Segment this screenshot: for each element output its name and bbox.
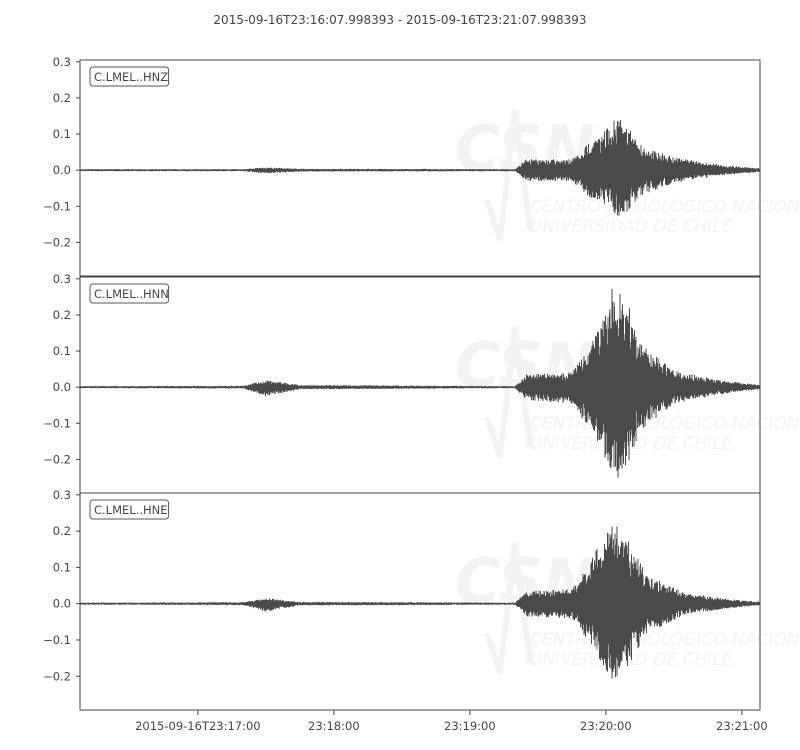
y-tick-label: 0.3 bbox=[53, 488, 71, 502]
y-tick-label: 0.1 bbox=[53, 560, 71, 574]
y-tick-label: 0.0 bbox=[53, 597, 71, 611]
station-label: C.LMEL..HNN bbox=[94, 287, 169, 301]
watermark-line2: UNIVERSIDAD DE CHILE bbox=[530, 434, 733, 454]
y-tick-label: −0.1 bbox=[43, 416, 71, 430]
y-tick-label: 0.0 bbox=[53, 380, 71, 394]
chart-title: 2015-09-16T23:16:07.998393 - 2015-09-16T… bbox=[213, 13, 587, 27]
watermark-line2: UNIVERSIDAD DE CHILE bbox=[530, 217, 733, 237]
station-label-box bbox=[89, 499, 170, 520]
y-tick-label: 0.2 bbox=[53, 524, 71, 538]
y-tick-label: −0.1 bbox=[43, 199, 71, 213]
station-label-box bbox=[89, 283, 170, 304]
y-tick-label: 0.2 bbox=[53, 308, 71, 322]
y-tick-label: −0.2 bbox=[43, 235, 71, 249]
x-tick-label: 23:18:00 bbox=[308, 719, 360, 733]
x-tick-label: 23:21:00 bbox=[716, 719, 768, 733]
y-tick-label: 0.1 bbox=[53, 127, 71, 141]
station-label: C.LMEL..HNZ bbox=[94, 70, 168, 84]
y-tick-label: −0.1 bbox=[43, 633, 71, 647]
station-label: C.LMEL..HNE bbox=[94, 503, 168, 517]
x-tick-label: 23:20:00 bbox=[580, 719, 632, 733]
y-tick-label: −0.2 bbox=[43, 452, 71, 466]
y-tick-label: 0.2 bbox=[53, 91, 71, 105]
x-tick-label: 2015-09-16T23:17:00 bbox=[135, 719, 261, 733]
y-tick-label: 0.3 bbox=[53, 272, 71, 286]
y-tick-label: −0.2 bbox=[43, 669, 71, 683]
station-label-box bbox=[89, 66, 170, 87]
y-tick-label: 0.1 bbox=[53, 344, 71, 358]
watermark-line1: CENTRO SISMOLÓGICO NACIONAL bbox=[530, 195, 800, 217]
panel-frame bbox=[79, 59, 761, 277]
x-tick-label: 23:19:00 bbox=[444, 719, 496, 733]
y-tick-label: 0.0 bbox=[53, 163, 71, 177]
panel-frame bbox=[79, 492, 761, 711]
y-tick-label: 0.3 bbox=[53, 55, 71, 69]
